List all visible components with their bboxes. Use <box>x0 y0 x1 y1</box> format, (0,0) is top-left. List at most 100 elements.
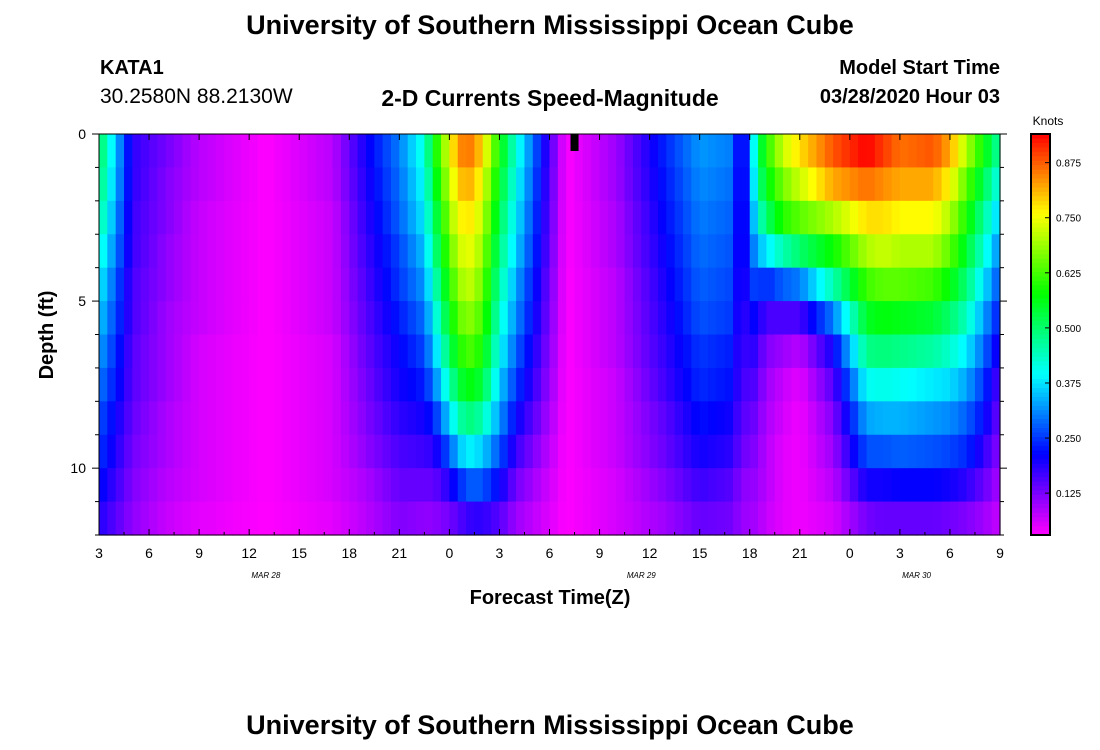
heatmap-cell <box>457 334 467 369</box>
heatmap-cell <box>249 501 259 536</box>
heatmap-cell <box>140 367 150 402</box>
heatmap-cell <box>441 200 450 235</box>
heatmap-cell <box>699 401 709 436</box>
heatmap-cell <box>357 167 367 202</box>
x-tick-label: 6 <box>946 545 954 561</box>
heatmap-cell <box>674 468 684 503</box>
heatmap-cell <box>466 501 476 536</box>
heatmap-cell <box>566 468 576 503</box>
heatmap-cell <box>174 434 184 469</box>
heatmap-cell <box>733 367 742 402</box>
heatmap-cell <box>249 301 259 336</box>
heatmap-cell <box>958 468 968 503</box>
heatmap-cell <box>699 167 709 202</box>
heatmap-cell <box>240 334 250 369</box>
y-tick-label: 0 <box>78 126 86 142</box>
heatmap-cell <box>190 234 200 269</box>
heatmap-cell <box>682 334 692 369</box>
heatmap-cell <box>474 200 484 235</box>
heatmap-cell <box>599 234 609 269</box>
heatmap-cell <box>507 167 517 202</box>
heatmap-cell <box>432 434 442 469</box>
heatmap-cell <box>858 367 868 402</box>
heatmap-cell <box>224 468 234 503</box>
heatmap-cell <box>474 501 484 536</box>
heatmap-cell <box>541 301 551 336</box>
heatmap-cell <box>607 434 617 469</box>
heatmap-cell <box>307 267 317 302</box>
heatmap-cell <box>215 434 225 469</box>
colorbar-segment <box>1031 307 1050 313</box>
heatmap-cell <box>849 234 859 269</box>
heatmap-cell <box>265 200 275 235</box>
heatmap-cell <box>441 134 450 169</box>
heatmap-cell <box>516 134 526 169</box>
heatmap-cell <box>365 501 375 536</box>
heatmap-cell <box>924 501 934 536</box>
heatmap-cell <box>349 367 359 402</box>
heatmap-cell <box>899 167 909 202</box>
heatmap-cell <box>841 267 851 302</box>
heatmap-cell <box>399 334 409 369</box>
heatmap-cell <box>299 301 309 336</box>
heatmap-cell <box>516 301 526 336</box>
heatmap-cell <box>582 167 592 202</box>
colorbar-segment <box>1031 405 1050 411</box>
heatmap-cell <box>466 301 476 336</box>
heatmap-cell <box>282 334 292 369</box>
heatmap-cell <box>232 334 242 369</box>
heatmap-cell <box>157 367 167 402</box>
heatmap-cell <box>140 167 150 202</box>
heatmap-cell <box>799 167 809 202</box>
heatmap-cell <box>165 134 175 169</box>
heatmap-cell <box>140 334 150 369</box>
colorbar-segment <box>1031 191 1050 197</box>
colorbar-segment <box>1031 272 1050 278</box>
heatmap-cell <box>215 401 225 436</box>
heatmap-cell <box>607 501 617 536</box>
heatmap-cell <box>733 501 742 536</box>
heatmap-cell <box>841 501 851 536</box>
heatmap-cell <box>791 334 801 369</box>
colorbar-segment <box>1031 374 1050 380</box>
heatmap-cell <box>991 200 1001 235</box>
heatmap-cell <box>324 501 334 536</box>
heatmap-cell <box>574 134 584 169</box>
heatmap-cell <box>516 167 526 202</box>
heatmap-cell <box>399 234 409 269</box>
heatmap-cell <box>424 134 434 169</box>
heatmap-cell <box>282 134 292 169</box>
colorbar-segment <box>1031 414 1050 420</box>
heatmap-cell <box>399 401 409 436</box>
heatmap-cell <box>833 267 843 302</box>
heatmap-cell <box>507 267 517 302</box>
heatmap-cell <box>949 301 959 336</box>
heatmap-cell <box>115 367 125 402</box>
heatmap-cell <box>449 501 459 536</box>
heatmap-cell <box>499 167 509 202</box>
heatmap-cell <box>574 267 584 302</box>
heatmap-cell <box>808 468 818 503</box>
heatmap-cell <box>783 334 793 369</box>
heatmap-cell <box>733 167 742 202</box>
heatmap-cell <box>199 301 209 336</box>
heatmap-cell <box>566 401 576 436</box>
heatmap-cell <box>390 434 400 469</box>
heatmap-cell <box>699 200 709 235</box>
heatmap-cell <box>766 301 776 336</box>
heatmap-cell <box>149 367 158 402</box>
y-tick-label: 10 <box>70 460 86 476</box>
heatmap-cell <box>941 134 951 169</box>
heatmap-cell <box>524 267 534 302</box>
heatmap-cell <box>149 501 158 536</box>
colorbar-segment <box>1031 183 1050 189</box>
heatmap-cell <box>891 334 901 369</box>
heatmap-cell <box>582 301 592 336</box>
heatmap-cell <box>382 367 392 402</box>
heatmap-cell <box>532 434 542 469</box>
heatmap-cell <box>265 401 275 436</box>
heatmap-cell <box>399 200 409 235</box>
heatmap-cell <box>933 401 943 436</box>
heatmap-cell <box>207 267 217 302</box>
heatmap-cell <box>841 301 851 336</box>
